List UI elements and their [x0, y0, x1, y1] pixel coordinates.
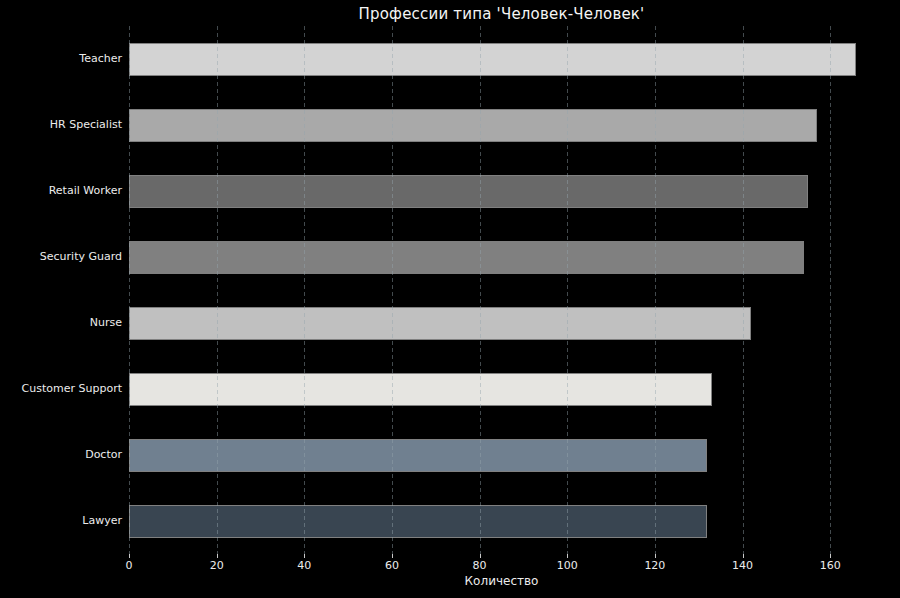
category-label-lawyer: Lawyer	[0, 514, 122, 527]
gridline-x-160	[830, 26, 831, 554]
x-tick-label-0: 0	[99, 559, 159, 572]
x-tick-label-140: 140	[713, 559, 773, 572]
x-tick-label-20: 20	[187, 559, 247, 572]
bar-nurse	[129, 307, 751, 340]
x-tick-mark-60	[392, 554, 393, 558]
x-tick-mark-40	[304, 554, 305, 558]
x-tick-mark-100	[567, 554, 568, 558]
category-label-security-guard: Security Guard	[0, 250, 122, 263]
category-label-hr-specialist: HR Specialist	[0, 118, 122, 131]
x-tick-mark-80	[480, 554, 481, 558]
bar-security-guard	[129, 241, 804, 274]
x-tick-label-80: 80	[450, 559, 510, 572]
category-label-customer-support: Customer Support	[0, 382, 122, 395]
gridline-x-120	[655, 26, 656, 554]
x-tick-mark-0	[129, 554, 130, 558]
gridline-x-0	[129, 26, 130, 554]
bar-retail-worker	[129, 175, 808, 208]
x-tick-mark-120	[655, 554, 656, 558]
chart-title: Профессии типа 'Человек-Человек'	[129, 5, 874, 23]
x-tick-label-160: 160	[800, 559, 860, 572]
x-tick-mark-140	[743, 554, 744, 558]
category-label-teacher: Teacher	[0, 52, 122, 65]
gridline-x-20	[217, 26, 218, 554]
bar-teacher	[129, 43, 856, 76]
gridline-x-100	[567, 26, 568, 554]
bar-hr-specialist	[129, 109, 817, 142]
gridline-x-60	[392, 26, 393, 554]
x-tick-mark-20	[217, 554, 218, 558]
x-axis-label: Количество	[129, 574, 874, 588]
category-label-nurse: Nurse	[0, 316, 122, 329]
x-tick-label-40: 40	[274, 559, 334, 572]
x-tick-label-120: 120	[625, 559, 685, 572]
x-tick-mark-160	[830, 554, 831, 558]
bar-chart-figure: Профессии типа 'Человек-Человек' Должнос…	[0, 0, 900, 598]
plot-area	[129, 26, 874, 554]
x-tick-label-60: 60	[362, 559, 422, 572]
x-tick-label-100: 100	[537, 559, 597, 572]
category-label-doctor: Doctor	[0, 448, 122, 461]
gridline-x-40	[304, 26, 305, 554]
gridline-x-80	[480, 26, 481, 554]
gridline-x-140	[743, 26, 744, 554]
category-label-retail-worker: Retail Worker	[0, 184, 122, 197]
